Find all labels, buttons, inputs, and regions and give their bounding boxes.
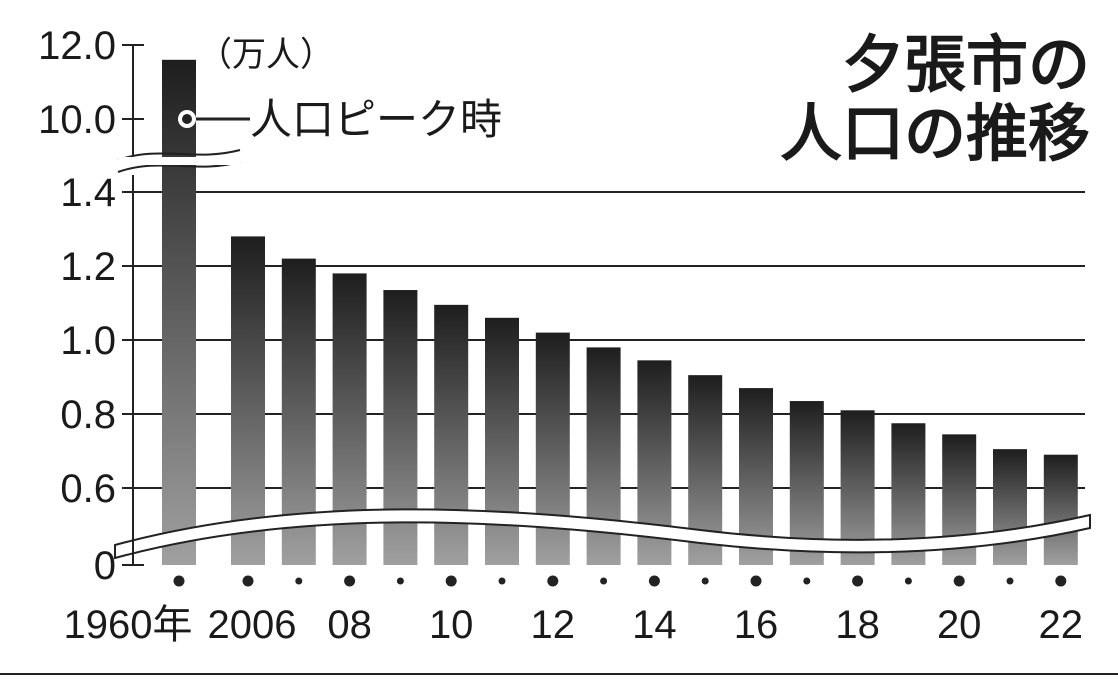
x-tick-label: 20: [937, 603, 982, 647]
x-tick-dot: [953, 575, 965, 587]
bar-2021: [993, 449, 1027, 565]
peak-annotation: 人口ピーク時: [250, 96, 502, 143]
x-tick-label: 18: [835, 603, 880, 647]
x-tick-dot: [547, 575, 559, 587]
break-gap: [118, 157, 240, 165]
x-tick-label: 12: [531, 603, 576, 647]
x-tick-dot: [295, 577, 303, 585]
bar-2011: [485, 317, 519, 565]
x-ticks: 1960年 2006 08 10 12 14 16 18 20 22: [64, 575, 1084, 647]
x-tick-dot: [701, 577, 709, 585]
x-tick-dot: [344, 575, 356, 587]
y-tick-label: 1.0: [60, 319, 116, 363]
x-tick-dot: [1055, 575, 1067, 587]
y-tick-label: 12.0: [38, 24, 116, 68]
x-tick-dot: [904, 577, 912, 585]
bar-2012: [535, 332, 570, 565]
x-tick-dot: [445, 575, 457, 587]
x-tick-dot: [498, 577, 506, 585]
bar-2009: [383, 290, 418, 565]
x-tick-dot: [173, 575, 185, 587]
y-ticks: 12.0 10.0 1.4 1.2 1.0 0.8 0.6 0: [38, 24, 144, 588]
bar-2022: [1043, 454, 1078, 565]
x-tick-label: 16: [734, 603, 779, 647]
peak-marker: [182, 114, 192, 124]
x-tick-dot: [750, 575, 762, 587]
x-tick-dot: [648, 575, 660, 587]
chart-title-line2: 人口の推移: [780, 100, 1090, 169]
x-tick-dot: [600, 577, 608, 585]
axis-break-wave: [114, 508, 1091, 560]
x-tick-label: 22: [1039, 603, 1084, 647]
bar-2006: [231, 236, 265, 565]
y-tick-label: 10.0: [38, 98, 116, 142]
bar-2010: [434, 304, 469, 565]
x-tick-dot: [803, 577, 811, 585]
y-tick-label: 0: [94, 544, 116, 588]
y-tick-label: 0.8: [60, 393, 116, 437]
x-tick-label: 2006: [208, 603, 297, 647]
x-tick-label: 1960年: [64, 603, 193, 647]
unit-label: （万人）: [198, 36, 334, 74]
y-tick-label: 1.4: [60, 171, 116, 215]
x-tick-label: 10: [429, 603, 474, 647]
x-tick-dot: [1006, 577, 1014, 585]
y-tick-label: 0.6: [60, 467, 116, 511]
x-tick-dot: [242, 575, 254, 587]
x-tick-dot: [852, 575, 864, 587]
chart-title-line1: 夕張市の: [842, 31, 1090, 100]
bar-1960: [162, 59, 196, 566]
y-tick-label: 1.2: [60, 245, 116, 289]
x-tick-dot: [396, 577, 404, 585]
x-tick-label: 14: [632, 603, 677, 647]
x-tick-label: 08: [327, 603, 372, 647]
